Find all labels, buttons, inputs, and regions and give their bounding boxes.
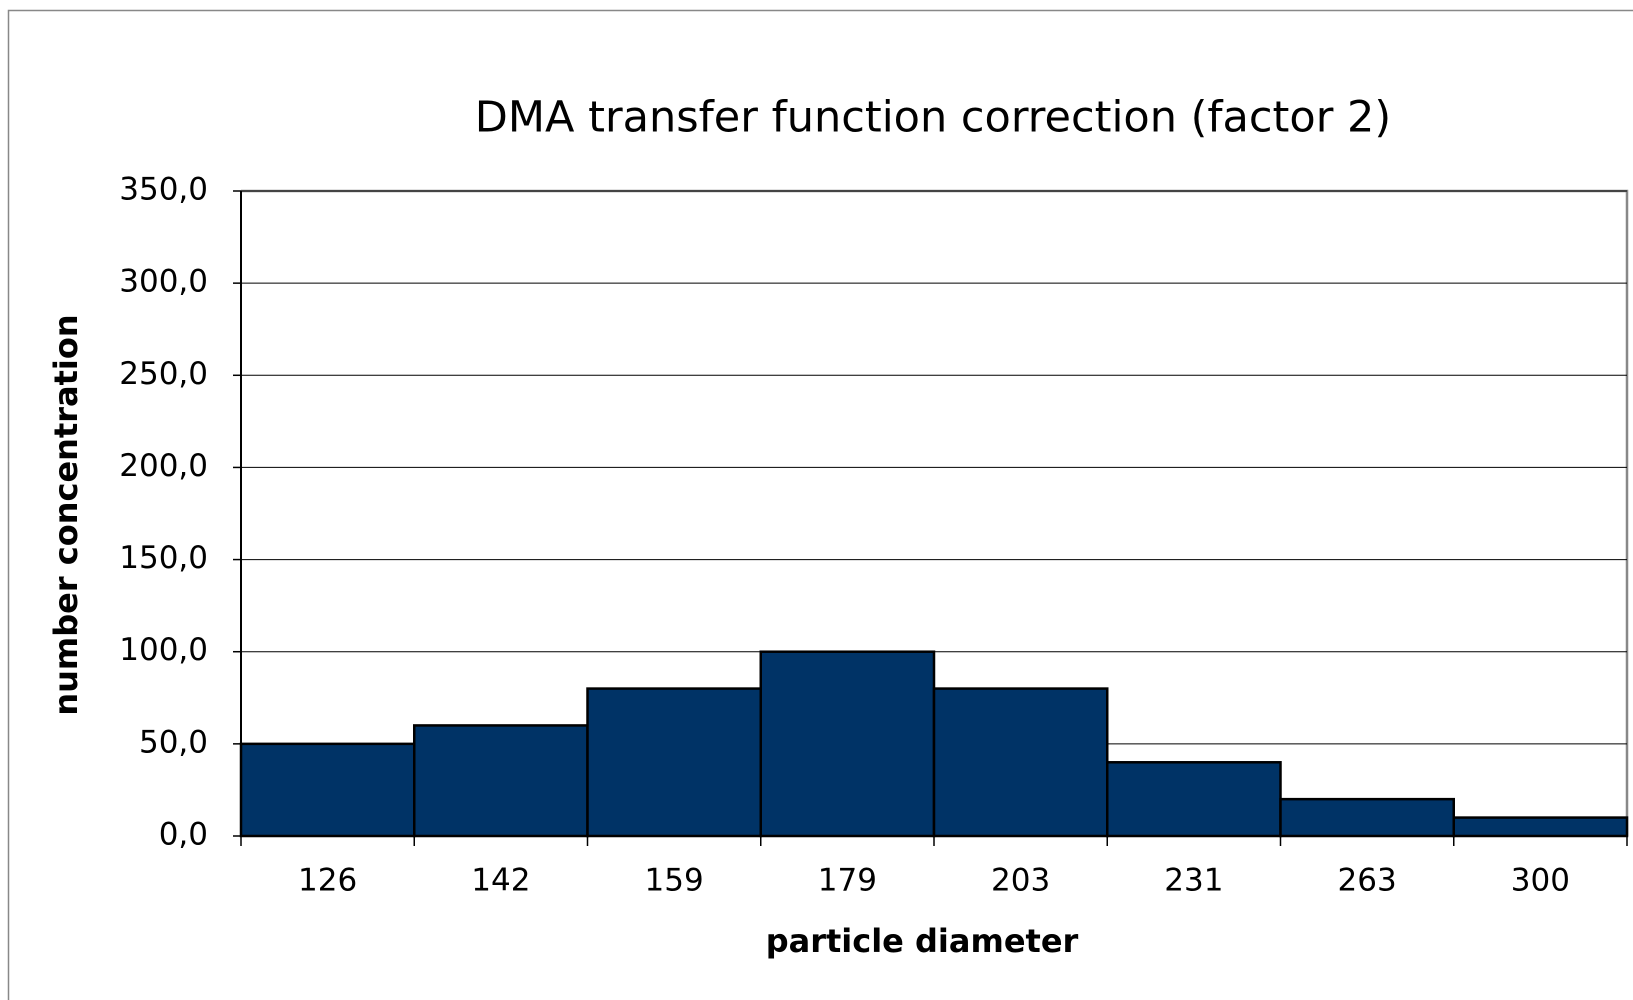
chart-border: [7, 9, 1633, 1000]
y-tick-label: 100,0: [119, 632, 208, 668]
bar: [932, 687, 1109, 838]
x-tick-label: 179: [818, 863, 877, 899]
x-tick-label: 300: [1511, 863, 1570, 899]
x-tick-label: 231: [1164, 863, 1223, 899]
x-tick-label: 203: [991, 863, 1050, 899]
y-tick-label: 0,0: [159, 817, 208, 853]
bar: [1106, 761, 1282, 838]
x-tick-label: 159: [645, 863, 704, 899]
bar: [413, 724, 589, 838]
y-tick-label: 300,0: [119, 264, 208, 300]
y-axis-label: number concentration: [47, 314, 85, 715]
bar: [1452, 816, 1629, 838]
x-axis-label: particle diameter: [766, 922, 1079, 960]
bar: [759, 650, 936, 838]
x-tick-label: 126: [298, 863, 357, 899]
y-tick-label: 200,0: [119, 448, 208, 484]
x-tick-label: 263: [1338, 863, 1397, 899]
y-tick-label: 50,0: [139, 724, 208, 760]
chart-title: DMA transfer function correction (factor…: [475, 93, 1391, 143]
bar: [1279, 797, 1455, 838]
y-tick-label: 150,0: [119, 540, 208, 576]
y-tick-label: 250,0: [119, 356, 208, 392]
x-tick-label: 142: [471, 863, 530, 899]
bar: [239, 742, 416, 838]
y-tick-label: 350,0: [119, 172, 208, 208]
bar: [586, 687, 762, 838]
